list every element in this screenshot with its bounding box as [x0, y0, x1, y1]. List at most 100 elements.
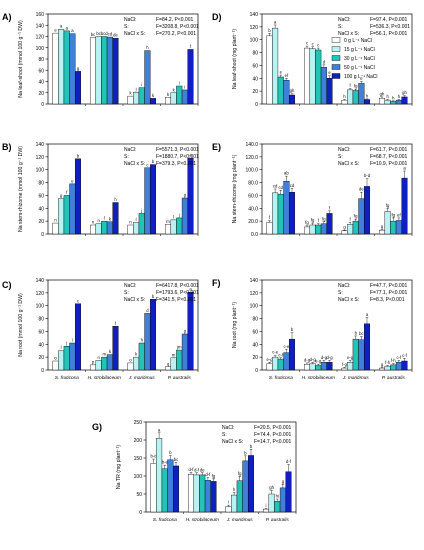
significance-letter: l	[104, 216, 105, 221]
significance-letter: n	[54, 218, 57, 223]
legend-item: 0 g L⁻¹ NaCl	[331, 37, 372, 44]
bar	[378, 98, 386, 105]
bar	[133, 222, 140, 235]
bar	[167, 459, 174, 513]
significance-letter: c-f	[397, 355, 402, 360]
significance-letter: k	[135, 352, 138, 357]
panel-a: A) 0 20 40 60 80 100 120 140 160 Na leaf-shoot (mm…	[2, 12, 199, 108]
significance-letter: j	[140, 208, 142, 213]
bar	[274, 501, 281, 513]
significance-letter: c	[312, 41, 314, 46]
bar	[199, 474, 206, 513]
bar	[315, 224, 322, 235]
bar	[266, 35, 273, 105]
significance-letter: b	[250, 444, 253, 449]
significance-letter: f	[66, 190, 68, 195]
significance-letter: b	[77, 153, 80, 158]
significance-letter: l	[136, 217, 137, 222]
bar	[74, 303, 82, 371]
y-axis-label: Na TR (mg plant⁻¹)	[116, 445, 122, 489]
significance-letter: de	[113, 33, 118, 38]
bar	[283, 80, 290, 105]
y-tick-label: 100	[250, 304, 259, 310]
bar	[309, 48, 316, 105]
significance-letter: de	[200, 467, 205, 472]
bar	[378, 229, 386, 235]
significance-letter: d-g	[304, 357, 311, 362]
bar	[172, 465, 180, 513]
stats-value: F=61.7, P<0.001	[370, 147, 407, 153]
bar	[112, 326, 119, 371]
bar	[231, 494, 238, 513]
bar	[204, 480, 211, 513]
significance-letter: c	[146, 162, 148, 167]
stats-factor: S:	[338, 24, 343, 30]
bar	[193, 474, 200, 513]
y-tick-label: 40	[252, 342, 258, 348]
significance-letter: a	[366, 312, 369, 317]
bar	[363, 186, 371, 235]
bar	[181, 89, 188, 105]
panel-label: B)	[2, 142, 12, 152]
category-label: H. strobilaceum	[186, 517, 219, 523]
significance-letter: c-e	[283, 344, 289, 349]
significance-letter: h	[398, 94, 401, 99]
stats-value: F=77.1, P<0.001	[370, 290, 407, 296]
significance-letter: c-e	[272, 350, 278, 355]
significance-letter: n	[129, 220, 132, 225]
significance-letter: g	[77, 66, 80, 71]
category-label: H. strobilaceum	[302, 375, 335, 381]
significance-letter: gh	[380, 91, 385, 96]
legend-swatch	[331, 73, 341, 79]
bar	[63, 195, 70, 235]
stats-value: F=1793.6, P<0.001	[156, 290, 199, 296]
stats-factor: NaCl x S:	[338, 161, 359, 167]
bar	[395, 362, 402, 371]
stats-value: F=3208.8, P<0.001	[156, 24, 199, 30]
significance-letter: e-g	[347, 355, 354, 360]
y-tick-label: 100	[36, 304, 45, 310]
significance-letter: fg	[386, 203, 390, 208]
y-tick-label: 100.0	[245, 168, 258, 174]
bar	[106, 354, 113, 371]
significance-letter: k	[129, 91, 132, 96]
bar	[326, 362, 333, 371]
y-tick-label: 60	[38, 68, 44, 74]
significance-letter: a	[66, 25, 69, 30]
significance-letter: f	[190, 44, 192, 49]
y-tick-label: 40	[38, 342, 44, 348]
bar	[352, 338, 359, 371]
bar	[283, 352, 290, 371]
y-axis-label: Na leaf-shoot (mmol 100 g⁻¹ DW)	[18, 20, 24, 98]
bar	[225, 506, 232, 513]
bar	[149, 98, 157, 105]
significance-letter: ef	[397, 212, 401, 217]
stats-value: F=379.3, P<0.001	[156, 161, 196, 167]
y-axis-label: Na leaf-shoot (mg plant⁻¹)	[232, 29, 238, 89]
significance-letter: h	[343, 94, 346, 99]
y-tick-label: 0.0	[251, 232, 258, 238]
stats-factor: NaCl:	[338, 147, 351, 153]
legend-swatch	[331, 46, 341, 52]
bar	[170, 92, 177, 105]
stats-factor: S:	[338, 154, 343, 160]
bar	[320, 223, 327, 235]
significance-letter: g	[381, 362, 384, 367]
significance-letter: e	[71, 178, 74, 183]
bar	[347, 224, 354, 235]
legend-item: 30 g L⁻¹ NaCl	[331, 55, 375, 62]
significance-letter: a	[189, 287, 192, 292]
significance-letter: de	[359, 187, 364, 192]
stats-factor: NaCl:	[124, 283, 137, 289]
bar	[285, 471, 292, 513]
y-tick-label: 120	[250, 291, 259, 297]
bar	[144, 167, 151, 235]
significance-letter: q	[167, 361, 170, 366]
category-label: P. australis	[266, 517, 290, 523]
y-tick-label: 60	[38, 329, 44, 335]
y-tick-label: 160	[36, 12, 45, 18]
bar	[74, 71, 82, 105]
y-tick-label: 100	[36, 46, 45, 52]
bar	[164, 97, 172, 105]
